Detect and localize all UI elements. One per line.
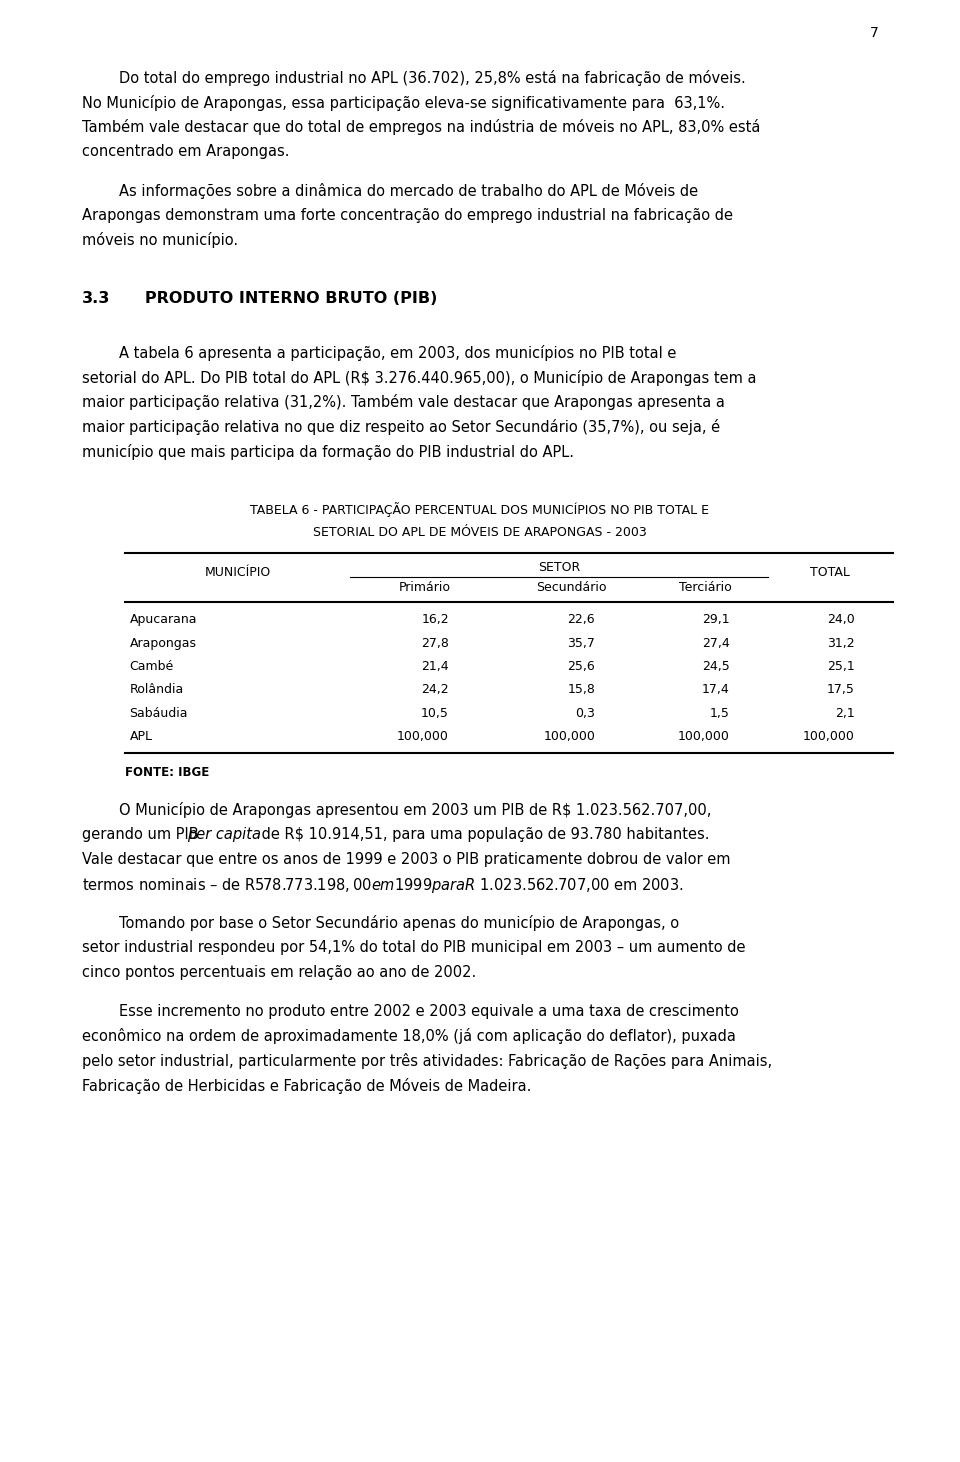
Text: 21,4: 21,4 (421, 659, 449, 673)
Text: pelo setor industrial, particularmente por três atividades: Fabricação de Rações: pelo setor industrial, particularmente p… (82, 1053, 772, 1069)
Text: Terciário: Terciário (680, 580, 732, 594)
Text: termos nominais – de R$ 578.773.198,00 em 1999 para R$ 1.023.562.707,00 em 2003.: termos nominais – de R$ 578.773.198,00 e… (82, 876, 684, 895)
Text: Vale destacar que entre os anos de 1999 e 2003 o PIB praticamente dobrou de valo: Vale destacar que entre os anos de 1999 … (82, 851, 731, 867)
Text: Sabáudia: Sabáudia (130, 706, 188, 719)
Text: 24,2: 24,2 (421, 683, 449, 696)
Text: APL: APL (130, 730, 153, 743)
Text: 100,000: 100,000 (803, 730, 854, 743)
Text: 1,5: 1,5 (709, 706, 730, 719)
Text: Também vale destacar que do total de empregos na indústria de móveis no APL, 83,: Também vale destacar que do total de emp… (82, 120, 760, 136)
Text: setor industrial respondeu por 54,1% do total do PIB municipal em 2003 – um aume: setor industrial respondeu por 54,1% do … (82, 940, 745, 955)
Text: 22,6: 22,6 (567, 614, 595, 626)
Text: Primário: Primário (398, 580, 451, 594)
Text: 100,000: 100,000 (678, 730, 730, 743)
Text: SETORIAL DO APL DE MÓVEIS DE ARAPONGAS - 2003: SETORIAL DO APL DE MÓVEIS DE ARAPONGAS -… (313, 526, 647, 539)
Text: A tabela 6 apresenta a participação, em 2003, dos municípios no PIB total e: A tabela 6 apresenta a participação, em … (82, 345, 676, 361)
Text: Arapongas demonstram uma forte concentração do emprego industrial na fabricação : Arapongas demonstram uma forte concentra… (82, 208, 732, 222)
Text: TABELA 6 - PARTICIPAÇÃO PERCENTUAL DOS MUNICÍPIOS NO PIB TOTAL E: TABELA 6 - PARTICIPAÇÃO PERCENTUAL DOS M… (251, 503, 709, 518)
Text: 24,0: 24,0 (827, 614, 854, 626)
Text: 25,6: 25,6 (567, 659, 595, 673)
Text: maior participação relativa (31,2%). Também vale destacar que Arapongas apresent: maior participação relativa (31,2%). Tam… (82, 395, 725, 411)
Text: FONTE: IBGE: FONTE: IBGE (125, 766, 209, 779)
Text: município que mais participa da formação do PIB industrial do APL.: município que mais participa da formação… (82, 443, 574, 459)
Text: per capita: per capita (186, 827, 261, 842)
Text: 24,5: 24,5 (702, 659, 730, 673)
Text: econômico na ordem de aproximadamente 18,0% (já com aplicação do deflator), puxa: econômico na ordem de aproximadamente 18… (82, 1028, 735, 1044)
Text: PRODUTO INTERNO BRUTO (PIB): PRODUTO INTERNO BRUTO (PIB) (128, 291, 437, 306)
Text: MUNICÍPIO: MUNICÍPIO (204, 566, 271, 579)
Text: 100,000: 100,000 (543, 730, 595, 743)
Text: gerando um PIB: gerando um PIB (82, 827, 203, 842)
Text: de R$ 10.914,51, para uma população de 93.780 habitantes.: de R$ 10.914,51, para uma população de 9… (257, 827, 709, 842)
Text: Arapongas: Arapongas (130, 636, 197, 649)
Text: móveis no município.: móveis no município. (82, 232, 238, 249)
Text: 29,1: 29,1 (702, 614, 730, 626)
Text: No Município de Arapongas, essa participação eleva-se significativamente para  6: No Município de Arapongas, essa particip… (82, 95, 725, 111)
Text: Do total do emprego industrial no APL (36.702), 25,8% está na fabricação de móve: Do total do emprego industrial no APL (3… (82, 70, 745, 86)
Text: 17,4: 17,4 (702, 683, 730, 696)
Text: 10,5: 10,5 (420, 706, 449, 719)
Text: Secundário: Secundário (536, 580, 607, 594)
Text: 25,1: 25,1 (827, 659, 854, 673)
Text: Rolândia: Rolândia (130, 683, 184, 696)
Text: 0,3: 0,3 (575, 706, 595, 719)
Text: 31,2: 31,2 (827, 636, 854, 649)
Text: SETOR: SETOR (538, 561, 581, 575)
Text: concentrado em Arapongas.: concentrado em Arapongas. (82, 143, 289, 159)
Text: 100,000: 100,000 (396, 730, 449, 743)
Text: maior participação relativa no que diz respeito ao Setor Secundário (35,7%), ou : maior participação relativa no que diz r… (82, 420, 720, 436)
Text: 2,1: 2,1 (834, 706, 854, 719)
Text: 15,8: 15,8 (567, 683, 595, 696)
Text: 27,8: 27,8 (420, 636, 449, 649)
Text: 7: 7 (870, 26, 878, 41)
Text: Cambé: Cambé (130, 659, 174, 673)
Text: Esse incremento no produto entre 2002 e 2003 equivale a uma taxa de crescimento: Esse incremento no produto entre 2002 e … (82, 1004, 738, 1019)
Text: setorial do APL. Do PIB total do APL (R$ 3.276.440.965,00), o Município de Arapo: setorial do APL. Do PIB total do APL (R$… (82, 370, 756, 386)
Text: Apucarana: Apucarana (130, 614, 197, 626)
Text: As informações sobre a dinâmica do mercado de trabalho do APL de Móveis de: As informações sobre a dinâmica do merca… (82, 183, 698, 199)
Text: 17,5: 17,5 (827, 683, 854, 696)
Text: Tomando por base o Setor Secundário apenas do município de Arapongas, o: Tomando por base o Setor Secundário apen… (82, 915, 679, 931)
Text: 27,4: 27,4 (702, 636, 730, 649)
Text: 35,7: 35,7 (567, 636, 595, 649)
Text: 3.3: 3.3 (82, 291, 110, 306)
Text: TOTAL: TOTAL (810, 566, 851, 579)
Text: 16,2: 16,2 (421, 614, 449, 626)
Text: Fabricação de Herbicidas e Fabricação de Móveis de Madeira.: Fabricação de Herbicidas e Fabricação de… (82, 1077, 531, 1094)
Text: O Município de Arapongas apresentou em 2003 um PIB de R$ 1.023.562.707,00,: O Município de Arapongas apresentou em 2… (82, 803, 711, 819)
Text: cinco pontos percentuais em relação ao ano de 2002.: cinco pontos percentuais em relação ao a… (82, 965, 476, 980)
